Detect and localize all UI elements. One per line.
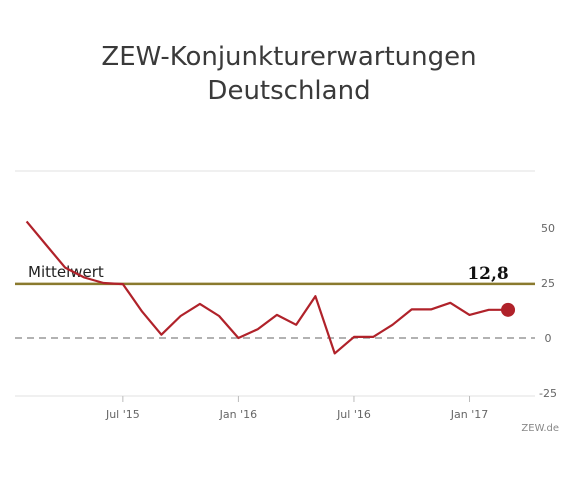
data-point <box>199 303 201 305</box>
y-tick-label: 50 <box>541 222 555 235</box>
data-point <box>237 337 239 339</box>
data-point <box>488 309 490 311</box>
data-point <box>372 336 374 338</box>
y-tick-label: 25 <box>541 277 555 290</box>
data-point <box>295 324 297 326</box>
series-line <box>25 220 508 355</box>
data-point <box>25 220 27 222</box>
data-point <box>122 283 124 285</box>
data-point <box>218 315 220 317</box>
data-point <box>430 308 432 310</box>
data-point <box>353 336 355 338</box>
data-point <box>102 282 104 284</box>
data-point <box>411 308 413 310</box>
data-point <box>160 334 162 336</box>
chart-title-line1: ZEW-Konjunkturerwartungen <box>101 42 477 72</box>
chart-title: ZEW-Konjunkturerwartungen Deutschland <box>0 40 570 108</box>
axes: 50 25 0 -25 Jul '15 Jan '16 Jul '16 Jan '17 <box>105 222 557 421</box>
data-point <box>391 324 393 326</box>
x-tick-label: Jan '17 <box>450 408 488 421</box>
y-tick-label: -25 <box>539 387 557 400</box>
data-point <box>141 310 143 312</box>
last-value-label: 12,8 <box>467 264 508 284</box>
data-point <box>314 295 316 297</box>
chart-title-line2: Deutschland <box>207 76 371 106</box>
data-point <box>449 302 451 304</box>
source-label: ZEW.de <box>521 423 559 434</box>
data-points <box>25 220 509 354</box>
data-point <box>334 352 336 354</box>
x-tick-label: Jul '16 <box>336 408 371 421</box>
last-value-marker <box>501 302 516 317</box>
x-tick-label: Jul '15 <box>105 408 140 421</box>
data-point <box>468 314 470 316</box>
reference-lines: Mittelwert <box>15 263 535 339</box>
data-point <box>276 314 278 316</box>
mean-line-label: Mittelwert <box>28 263 104 281</box>
data-point <box>83 276 85 278</box>
y-tick-label: 0 <box>545 332 552 345</box>
data-point <box>45 243 47 245</box>
data-point <box>256 328 258 330</box>
data-point <box>179 315 181 317</box>
x-tick-label: Jan '16 <box>219 408 257 421</box>
data-point <box>64 266 66 268</box>
